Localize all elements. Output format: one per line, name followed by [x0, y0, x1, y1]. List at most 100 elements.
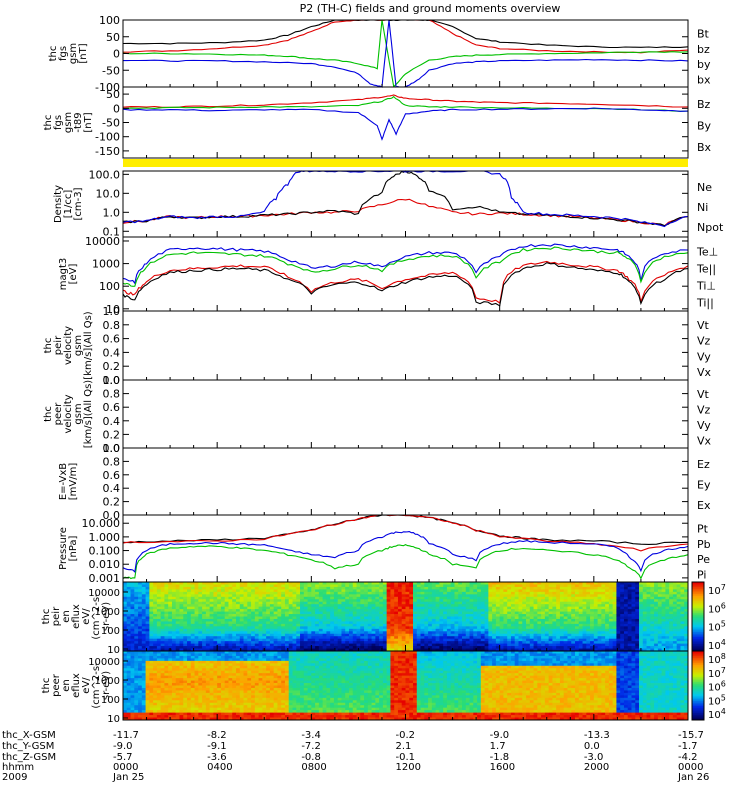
spectrogram-cell — [213, 601, 218, 605]
spectrogram-cell — [661, 646, 666, 649]
spectrogram-cell — [495, 601, 501, 605]
spectrogram-cell — [435, 594, 440, 598]
spectrogram-cell — [315, 631, 320, 635]
spectrogram-cell — [477, 591, 482, 595]
spectrogram-cell — [123, 599, 128, 603]
spectrogram-cell — [337, 614, 342, 617]
spectrogram-cell — [375, 611, 380, 615]
spectrogram-cell — [145, 692, 150, 696]
spectrogram-cell — [499, 586, 504, 590]
spectrogram-cell — [243, 626, 248, 630]
spectrogram-cell — [620, 646, 625, 649]
spectrogram-cell — [168, 614, 173, 617]
spectrogram-cell — [288, 584, 293, 588]
spectrogram-cell — [300, 638, 305, 642]
spectrogram-cell — [556, 646, 561, 649]
spectrogram-cell — [164, 606, 169, 610]
spectrogram-cell — [224, 609, 229, 612]
spectrogram-cell — [642, 648, 647, 652]
spectrogram-cell — [160, 609, 165, 612]
spectrogram-cell — [458, 609, 463, 612]
spectrogram-cell — [631, 636, 636, 640]
spectrogram-cell — [251, 646, 256, 649]
spectrogram-cell — [190, 586, 195, 590]
spectrogram-cell — [443, 626, 448, 630]
spectrogram-cell — [153, 697, 158, 701]
spectrogram-cell — [672, 606, 678, 610]
spectrogram-cell — [435, 646, 440, 649]
spectrogram-cell — [563, 648, 568, 652]
spectrogram-cell — [175, 643, 180, 647]
spectrogram-cell — [251, 643, 256, 647]
spectrogram-cell — [465, 631, 470, 635]
spectrogram-cell — [269, 614, 275, 617]
spectrogram-cell — [507, 614, 512, 617]
spectrogram-cell — [156, 623, 162, 627]
spectrogram-cell — [153, 623, 158, 627]
spectrogram-cell — [394, 614, 399, 617]
spectrogram-cell — [510, 631, 516, 635]
spectrogram-cell — [315, 643, 320, 647]
spectrogram-cell — [134, 601, 139, 605]
spectrogram-cell — [477, 628, 482, 632]
spectrogram-cell — [454, 604, 459, 608]
spectrogram-cell — [559, 626, 565, 630]
spectrogram-cell — [676, 638, 681, 642]
spectrogram-cell — [134, 655, 139, 659]
spectrogram-cell — [529, 618, 534, 622]
spectrogram-cell — [529, 582, 534, 585]
spectrogram-cell — [149, 633, 154, 637]
spectrogram-cell — [224, 616, 229, 620]
spectrogram-cell — [269, 609, 275, 612]
spectrogram-cell — [559, 611, 565, 615]
spectrogram-cell — [134, 648, 139, 652]
spectrogram-cell — [126, 609, 131, 612]
spectrogram-cell — [134, 643, 139, 647]
spectrogram-cell — [209, 643, 214, 647]
spectrogram-cell — [443, 621, 448, 625]
spectrogram-cell — [187, 586, 192, 590]
y-axis-label-line: peir — [53, 335, 64, 355]
spectrogram-cell — [480, 586, 485, 590]
spectrogram-cell — [303, 628, 308, 632]
spectrogram-cell — [198, 606, 203, 610]
spectrogram-cell — [149, 710, 154, 713]
spectrogram-cell — [123, 687, 128, 691]
spectrogram-cell — [571, 599, 576, 603]
spectrogram-cell — [194, 594, 199, 598]
spectrogram-cell — [160, 582, 165, 585]
spectrogram-cell — [601, 621, 606, 625]
spectrogram-cell — [183, 606, 188, 610]
spectrogram-cell — [450, 614, 455, 617]
y-axis-label-line: magt3 — [58, 258, 69, 291]
y-tick-label: 0.100 — [89, 545, 121, 558]
spectrogram-cell — [409, 626, 414, 630]
spectrogram-cell — [247, 604, 252, 608]
spectrogram-cell — [657, 599, 663, 603]
spectrogram-cell — [213, 631, 218, 635]
spectrogram-cell — [171, 586, 177, 590]
spectrogram-cell — [669, 614, 674, 617]
spectrogram-cell — [567, 614, 572, 617]
spectrogram-cell — [503, 631, 508, 635]
spectrogram-cell — [130, 717, 135, 721]
y-axis-label-line: fgs — [58, 46, 69, 61]
spectrogram-cell — [303, 609, 308, 612]
spectrogram-cell — [665, 646, 670, 649]
spectrogram-cell — [473, 623, 478, 627]
colorbar-step — [692, 595, 704, 599]
spectrogram-cell — [571, 641, 576, 644]
spectrogram-cell — [477, 643, 482, 647]
spectrogram-cell — [254, 606, 259, 610]
spectrogram-cell — [251, 606, 256, 610]
spectrogram-cell — [469, 594, 474, 598]
spectrogram-cell — [356, 599, 361, 603]
spectrogram-cell — [307, 646, 312, 649]
spectrogram-cell — [251, 614, 256, 617]
spectrogram-cell — [194, 623, 199, 627]
spectrogram-cell — [616, 611, 621, 615]
spectrogram-cell — [612, 594, 617, 598]
spectrogram-cell — [522, 582, 527, 585]
spectrogram-cell — [443, 596, 448, 600]
spectrogram-cell — [300, 589, 305, 593]
